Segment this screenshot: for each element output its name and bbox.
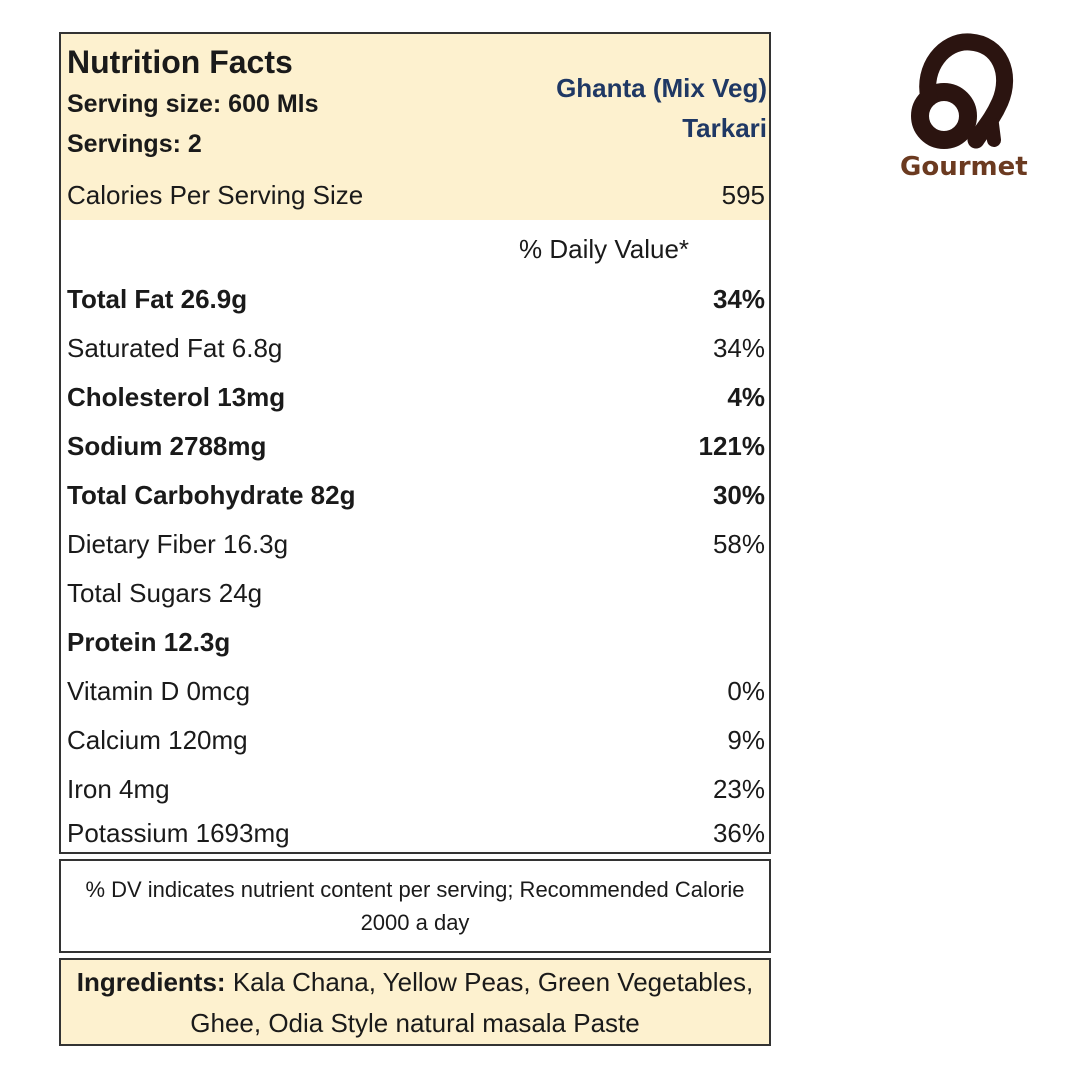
nutrient-dv: 4% [727, 382, 765, 412]
nutrient-name: Dietary Fiber 16.3g [67, 529, 289, 559]
label-title: Nutrition Facts [67, 44, 293, 80]
nutrient-name: Iron 4mg [67, 774, 170, 804]
nutrient-row: Total Carbohydrate 82g 30% [61, 480, 769, 520]
nutrient-dv: 58% [712, 529, 765, 559]
nutrient-dv: 23% [712, 774, 765, 804]
nutrient-row: Potassium 1693mg 36% [61, 818, 769, 858]
nutrient-row: Protein 12.3g [61, 627, 769, 667]
nutrient-name: Total Fat 26.9g [67, 284, 248, 314]
servings-count: Servings: 2 [67, 130, 202, 158]
nutrient-row: Vitamin D 0mcg 0% [61, 676, 769, 716]
ingredients-text: Kala Chana, Yellow Peas, Green Vegetable… [190, 967, 754, 1038]
nutrient-row: Saturated Fat 6.8g 34% [61, 333, 769, 373]
nutrient-row: Calcium 120mg 9% [61, 725, 769, 765]
nutrient-name: Protein 12.3g [67, 627, 231, 657]
nutrient-name: Sodium 2788mg [67, 431, 267, 461]
nutrient-dv: 36% [712, 818, 765, 848]
nutrient-dv: 34% [712, 333, 765, 363]
nutrient-row: Dietary Fiber 16.3g 58% [61, 529, 769, 569]
daily-value-header: % Daily Value* [519, 234, 690, 264]
nutrient-name: Potassium 1693mg [67, 818, 290, 848]
nutrient-row: Cholesterol 13mg 4% [61, 382, 769, 422]
nutrient-row: Total Sugars 24g [61, 578, 769, 618]
nutrient-dv: 30% [712, 480, 765, 510]
nutrient-name: Total Sugars 24g [67, 578, 263, 608]
product-name: Ghanta (Mix Veg) Tarkari [447, 68, 767, 148]
serving-size: Serving size: 600 Mls [67, 90, 319, 118]
nutrient-name: Saturated Fat 6.8g [67, 333, 283, 363]
calories-label: Calories Per Serving Size [67, 180, 364, 210]
nutrient-name: Total Carbohydrate 82g [67, 480, 356, 510]
nutrient-name: Vitamin D 0mcg [67, 676, 251, 706]
nutrient-dv: 121% [698, 431, 766, 461]
nutrient-row: Iron 4mg 23% [61, 774, 769, 814]
product-name-line2: Tarkari [682, 113, 767, 143]
daily-value-note: % DV indicates nutrient content per serv… [59, 859, 771, 953]
nutrition-facts-panel: Nutrition Facts Serving size: 600 Mls Se… [59, 32, 771, 854]
product-name-line1: Ghanta (Mix Veg) [556, 73, 767, 103]
ingredients-heading: Ingredients: [76, 967, 226, 997]
label-header: Nutrition Facts Serving size: 600 Mls Se… [61, 34, 769, 220]
nutrient-name: Cholesterol 13mg [67, 382, 286, 412]
nutrient-row: Total Fat 26.9g 34% [61, 284, 769, 324]
nutrient-dv: 34% [712, 284, 765, 314]
nutrient-dv: 0% [727, 676, 765, 706]
calories-value: 595 [721, 180, 765, 210]
ingredients-box: Ingredients: Kala Chana, Yellow Peas, Gr… [59, 958, 771, 1046]
brand-name: Gourmet [900, 152, 1028, 182]
nutrient-dv: 9% [727, 725, 765, 755]
nutrient-row: Sodium 2788mg 121% [61, 431, 769, 471]
brand-logo-icon [911, 33, 1013, 149]
nutrient-name: Calcium 120mg [67, 725, 248, 755]
